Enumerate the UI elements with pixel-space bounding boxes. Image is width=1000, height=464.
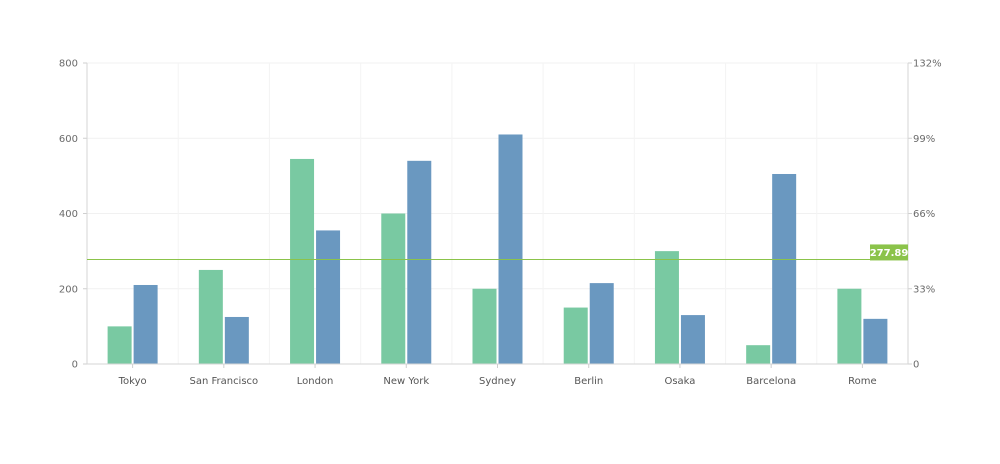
- x-axis: Tokyo San Francisco London New York Sydney Be…: [87, 363, 908, 387]
- bar: [680, 315, 705, 364]
- y-tick-label: 0: [72, 360, 78, 371]
- bar: [863, 318, 888, 364]
- bar: [563, 307, 588, 364]
- bar: [198, 269, 223, 364]
- x-tick-label: Barcelona: [746, 376, 796, 387]
- bar: [654, 251, 679, 364]
- bar: [290, 158, 315, 364]
- bars: [107, 134, 888, 364]
- y-tick-label: 800: [59, 59, 78, 70]
- bar: [407, 160, 432, 364]
- x-tick-label: Rome: [848, 376, 877, 387]
- x-tick-label: Berlin: [574, 376, 603, 387]
- grid: [87, 62, 908, 364]
- bar: [381, 213, 406, 364]
- bar: [133, 284, 158, 364]
- y2-tick-label: 33%: [913, 284, 935, 295]
- bar: [837, 288, 862, 364]
- bar: [589, 283, 614, 364]
- y-tick-label: 200: [59, 284, 78, 295]
- y-tick-label: 600: [59, 134, 78, 145]
- y2-tick-label: 0: [913, 360, 919, 371]
- y-axis-left: 0 200 400 600 800: [59, 59, 88, 371]
- bar: [107, 326, 132, 364]
- bar: [772, 173, 797, 364]
- reference-line-badge: [870, 244, 908, 261]
- y-axis-right: 0 33% 66% 99% 132%: [907, 59, 942, 371]
- bar: [472, 288, 497, 364]
- bar: [746, 345, 771, 364]
- y2-tick-label: 99%: [913, 134, 935, 145]
- bar: [498, 134, 523, 364]
- reference-line: 277.89: [87, 244, 909, 261]
- y2-tick-label: 132%: [913, 59, 942, 70]
- reference-line-label: 277.89: [870, 248, 909, 259]
- x-tick-label: Sydney: [479, 376, 516, 387]
- x-tick-label: San Francisco: [189, 376, 258, 387]
- x-tick-label: Tokyo: [118, 376, 147, 387]
- x-tick-label: New York: [383, 376, 429, 387]
- bar: [224, 316, 249, 364]
- bar: [316, 230, 341, 364]
- y-tick-label: 400: [59, 209, 78, 220]
- x-tick-label: Osaka: [664, 376, 695, 387]
- y2-tick-label: 66%: [913, 209, 935, 220]
- x-tick-label: London: [297, 376, 334, 387]
